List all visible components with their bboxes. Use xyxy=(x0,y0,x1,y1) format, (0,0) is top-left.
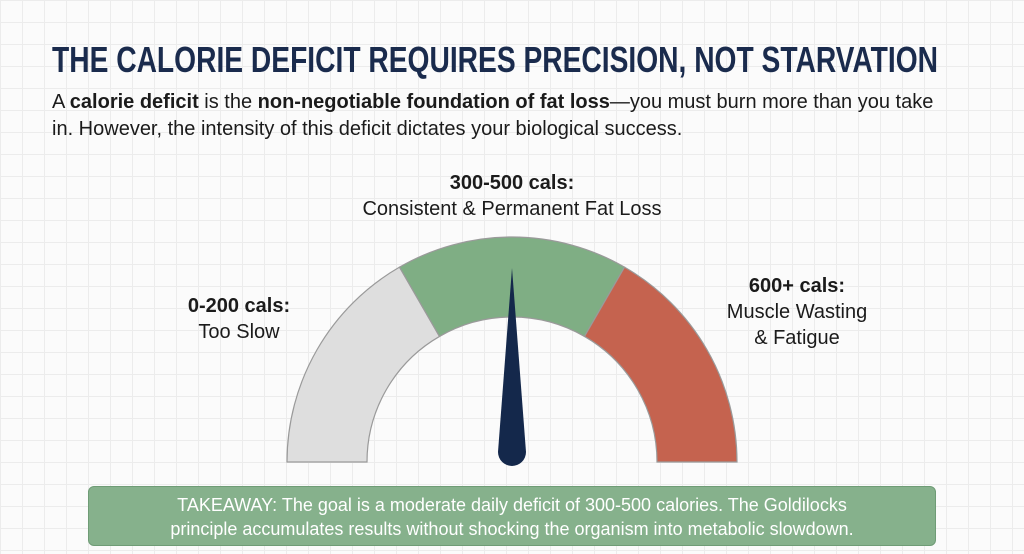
title: THE CALORIE DEFICIT REQUIRES PRECISION, … xyxy=(52,39,938,80)
intro-text: —you must burn more than you take in. Ho… xyxy=(52,91,934,140)
segment-label: 300-500 cals: Consistent & Permanent Fat … xyxy=(312,170,712,222)
segment-description: & Fatigue xyxy=(754,327,840,349)
segment-label: 0-200 cals: Too Slow xyxy=(139,293,339,345)
segment-range: 300-500 cals: xyxy=(449,172,575,194)
segment-range: 600+ cals: xyxy=(748,275,846,297)
intro-emphasis: calorie deficit xyxy=(69,91,199,113)
segment-description: Muscle Wasting xyxy=(726,301,868,323)
segment-label: 600+ cals: Muscle Wasting & Fatigue xyxy=(697,273,897,351)
gauge-segment xyxy=(583,266,738,463)
segment-description: Consistent & Permanent Fat Loss xyxy=(362,198,662,220)
takeaway-line: TAKEAWAY: The goal is a moderate daily d… xyxy=(177,495,847,515)
segment-range: 0-200 cals: xyxy=(187,295,291,317)
intro: A calorie deficit is the non-negotiable … xyxy=(52,89,952,143)
needle xyxy=(498,268,526,466)
intro-emphasis: non-negotiable foundation of fat loss xyxy=(257,91,610,113)
takeaway-line: principle accumulates results without sh… xyxy=(170,519,854,539)
takeaway: TAKEAWAY: The goal is a moderate daily d… xyxy=(88,486,936,546)
intro-text: is the xyxy=(198,91,258,113)
intro-text: A xyxy=(52,91,70,113)
segment-description: Too Slow xyxy=(198,321,280,343)
